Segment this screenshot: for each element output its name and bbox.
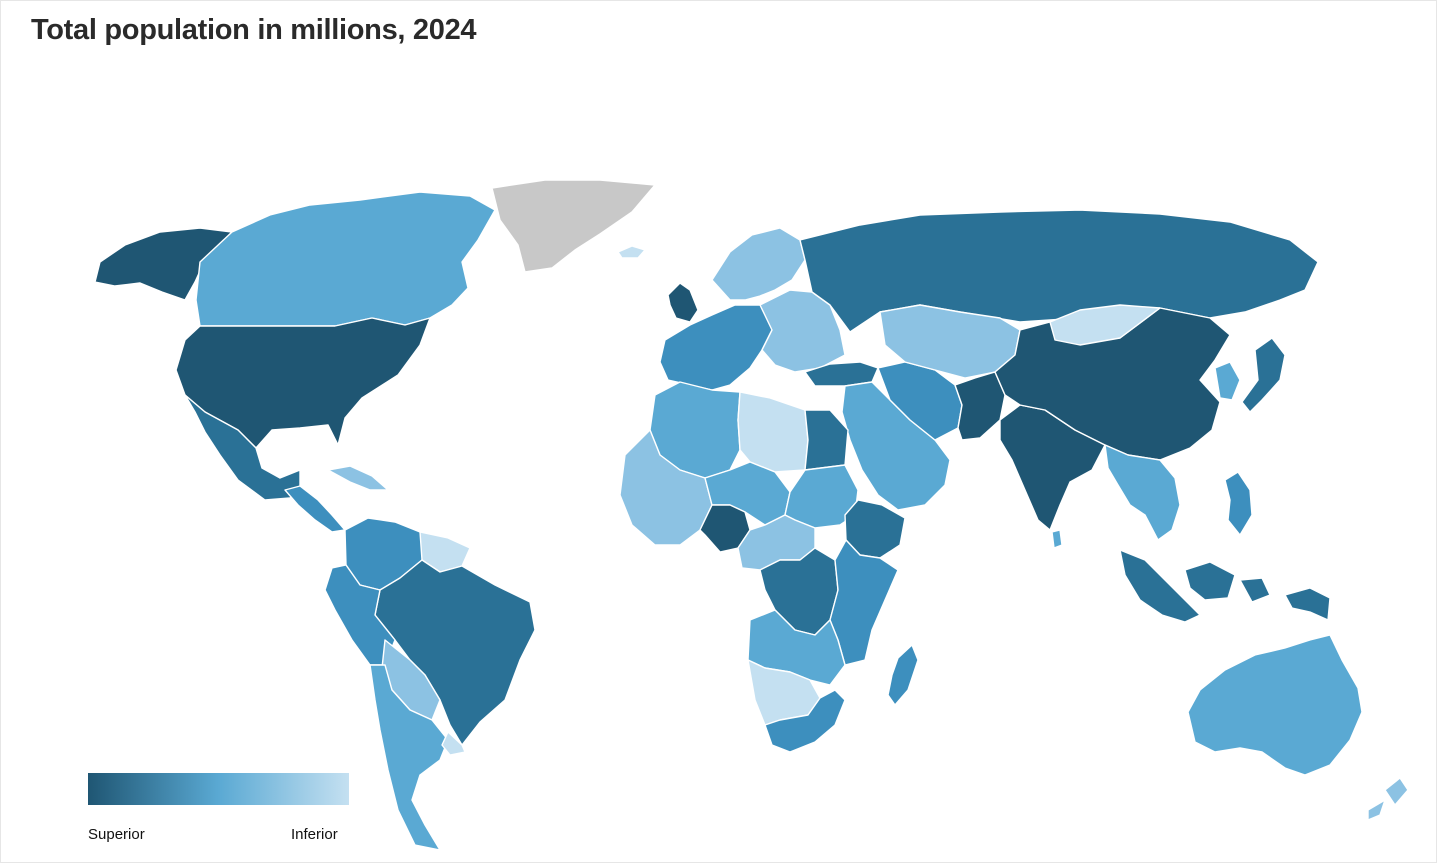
region-southeast-asia xyxy=(1104,444,1181,541)
region-argentina-chile xyxy=(369,664,449,851)
region-iceland xyxy=(617,245,646,259)
region-uk xyxy=(667,282,699,323)
region-papua xyxy=(1284,587,1331,621)
region-turkey xyxy=(804,361,879,387)
region-uruguay xyxy=(441,731,466,756)
region-pakistan xyxy=(954,371,1006,441)
legend-gradient-bar xyxy=(88,773,349,805)
region-russia xyxy=(799,209,1319,333)
region-eastern-europe xyxy=(759,289,846,373)
region-canada xyxy=(195,191,496,327)
region-alaska xyxy=(94,227,233,301)
region-south-africa xyxy=(764,689,846,753)
region-australia xyxy=(1187,634,1363,776)
region-egypt xyxy=(804,409,849,471)
legend-high-label: Superior xyxy=(88,826,145,843)
region-greenland xyxy=(491,179,656,273)
region-madagascar xyxy=(887,644,919,706)
region-libya xyxy=(737,391,809,473)
region-philippines xyxy=(1224,471,1253,536)
region-central-africa xyxy=(737,514,816,571)
region-central-america xyxy=(284,485,346,533)
region-sri-lanka xyxy=(1051,529,1063,549)
map-title: Total population in millions, 2024 xyxy=(31,14,477,46)
region-mongolia xyxy=(1049,304,1161,346)
region-scandinavia xyxy=(711,227,806,301)
region-new-zealand xyxy=(1367,777,1409,821)
legend-low-label: Inferior xyxy=(291,826,338,843)
region-japan xyxy=(1241,337,1286,413)
region-caribbean xyxy=(327,465,389,491)
region-korea xyxy=(1214,361,1241,401)
region-indonesia xyxy=(1119,549,1271,623)
